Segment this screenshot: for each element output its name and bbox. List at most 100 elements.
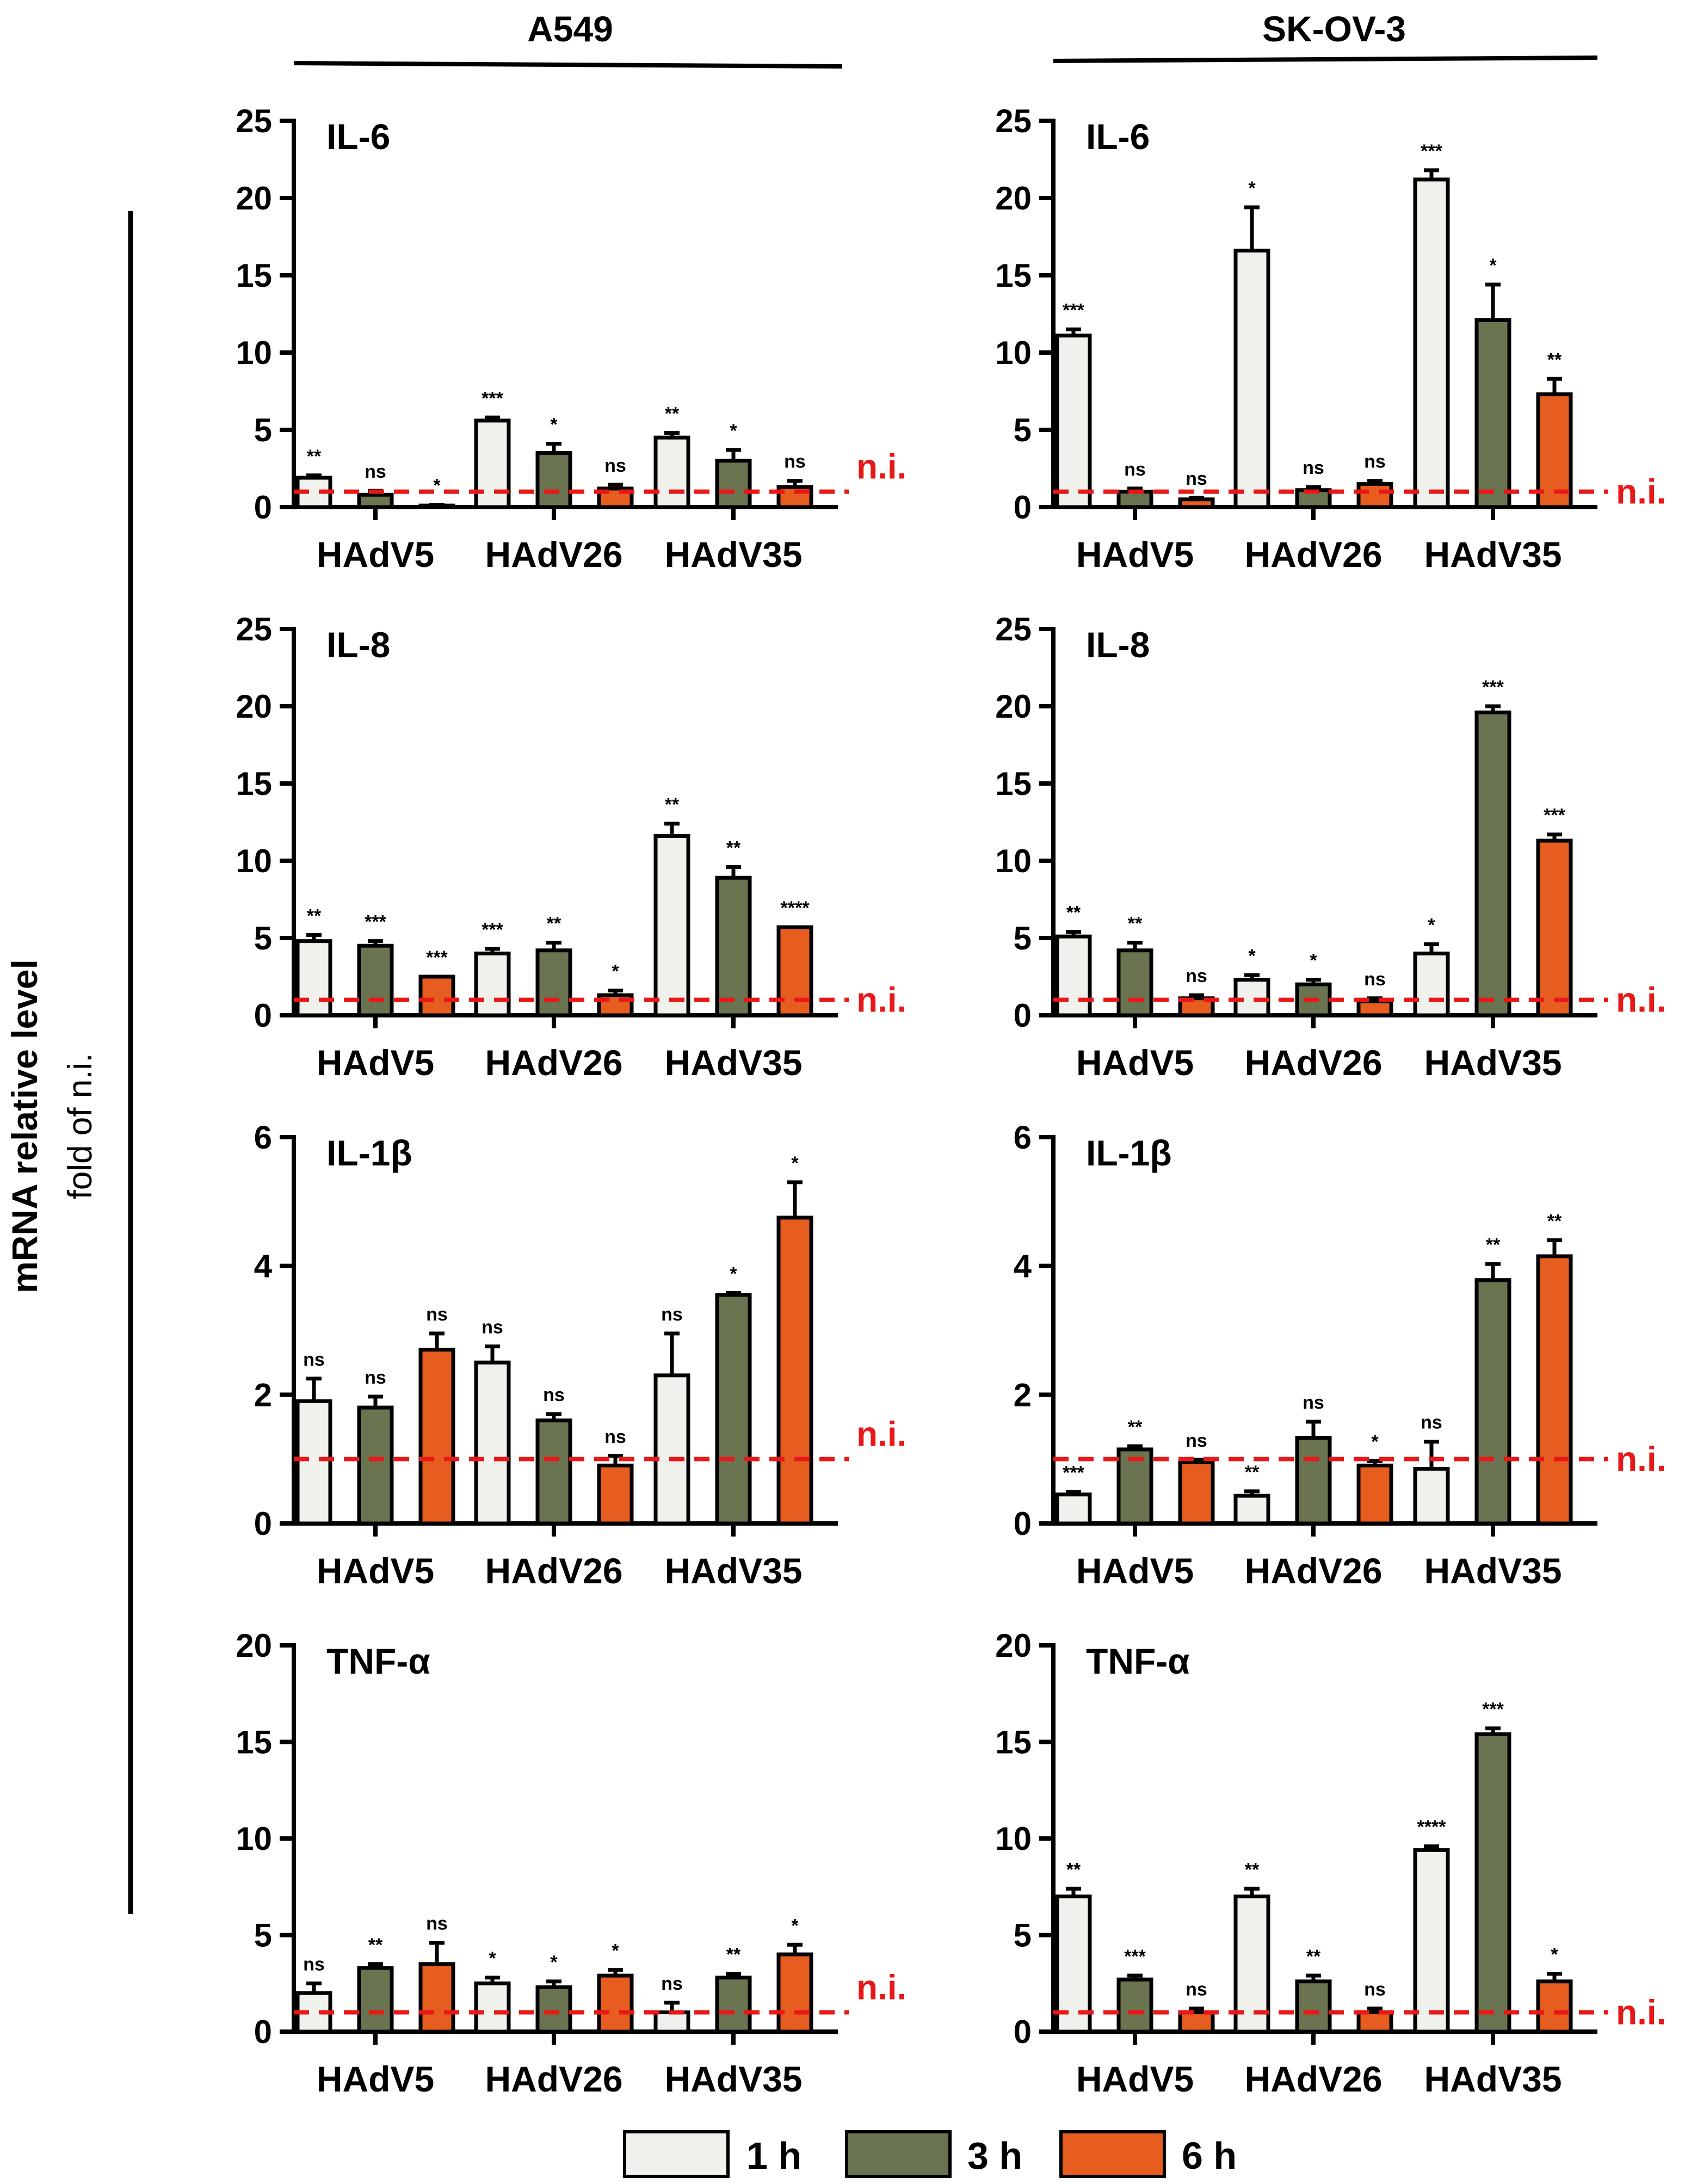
category-label: HAdV5 bbox=[1076, 1042, 1194, 1083]
bar-1h bbox=[653, 834, 690, 1017]
y-tick-label: 0 bbox=[1014, 489, 1032, 526]
bar-3h bbox=[535, 1418, 572, 1526]
significance-label: ns bbox=[1303, 458, 1324, 478]
panel-title: IL-6 bbox=[326, 116, 390, 157]
category-label: HAdV5 bbox=[1076, 2059, 1194, 2099]
significance-label: ns bbox=[1364, 969, 1386, 990]
significance-label: ns bbox=[1303, 1392, 1324, 1413]
significance-label: ns bbox=[482, 1317, 503, 1338]
y-tick-label: 25 bbox=[995, 103, 1032, 139]
category-label: HAdV35 bbox=[1424, 2059, 1562, 2099]
significance-label: ns bbox=[426, 1304, 448, 1325]
significance-label: * bbox=[612, 961, 619, 982]
ni-label: n.i. bbox=[1616, 472, 1666, 511]
bar-1h bbox=[653, 435, 690, 509]
significance-label: ** bbox=[1486, 1235, 1501, 1255]
bar-6h bbox=[418, 974, 455, 1017]
significance-label: *** bbox=[1124, 1946, 1146, 1967]
category-label: HAdV5 bbox=[317, 2059, 434, 2099]
bar-1h bbox=[1413, 1848, 1450, 2034]
significance-label: * bbox=[489, 1948, 496, 1969]
ni-label: n.i. bbox=[856, 980, 906, 1020]
panel-title: IL-6 bbox=[1086, 116, 1150, 157]
bar-6h bbox=[1536, 1979, 1573, 2034]
bar-1h bbox=[653, 2010, 690, 2034]
y-tick-label: 20 bbox=[236, 688, 272, 725]
y-tick-label: 20 bbox=[995, 688, 1032, 725]
significance-label: ** bbox=[547, 914, 561, 934]
significance-label: ** bbox=[1547, 1211, 1562, 1231]
y-tick-label: 15 bbox=[995, 257, 1032, 294]
y-tick-label: 10 bbox=[995, 1821, 1032, 1857]
significance-label: *** bbox=[1482, 1699, 1504, 1720]
significance-label: *** bbox=[1482, 677, 1504, 698]
significance-label: *** bbox=[1544, 805, 1565, 826]
bar-3h bbox=[535, 1985, 572, 2034]
significance-label: ns bbox=[1186, 468, 1207, 489]
significance-label: ns bbox=[303, 1349, 325, 1370]
bar-3h bbox=[1474, 1278, 1511, 1526]
category-label: HAdV35 bbox=[1424, 1042, 1562, 1083]
y-tick-label: 0 bbox=[1014, 1506, 1032, 1542]
bar-6h bbox=[1536, 1254, 1573, 1526]
ni-label: n.i. bbox=[856, 1968, 906, 2007]
significance-label: ** bbox=[307, 905, 322, 926]
panel-title: TNF-α bbox=[1086, 1641, 1190, 1681]
panel-title: IL-8 bbox=[1086, 625, 1150, 665]
y-tick-label: 20 bbox=[236, 1627, 272, 1664]
bar-3h bbox=[357, 943, 394, 1017]
bar-6h bbox=[418, 503, 455, 509]
significance-label: * bbox=[1248, 178, 1256, 199]
legend-swatch-1h bbox=[623, 2130, 730, 2178]
significance-label: ** bbox=[1128, 914, 1143, 934]
significance-label: ns bbox=[661, 1304, 683, 1325]
bar-3h bbox=[357, 492, 394, 509]
significance-label: ** bbox=[368, 1935, 383, 1955]
significance-label: ** bbox=[1066, 903, 1081, 923]
bar-3h bbox=[535, 451, 572, 509]
y-tick-label: 15 bbox=[995, 766, 1032, 802]
bar-6h bbox=[776, 925, 813, 1017]
y-tick-label: 10 bbox=[236, 1821, 272, 1857]
category-label: HAdV35 bbox=[664, 2059, 802, 2099]
significance-label: * bbox=[1371, 1432, 1379, 1452]
significance-label: ns bbox=[604, 1427, 626, 1447]
significance-label: ns bbox=[1186, 1979, 1207, 2000]
bar-3h bbox=[535, 948, 572, 1017]
significance-label: * bbox=[1551, 1945, 1558, 1965]
panel-title: TNF-α bbox=[326, 1641, 430, 1681]
category-label: HAdV5 bbox=[317, 534, 434, 575]
significance-label: ns bbox=[1421, 1412, 1442, 1433]
bar-1h bbox=[474, 418, 511, 509]
bar-3h bbox=[1295, 1436, 1332, 1526]
bar-1h bbox=[1413, 951, 1450, 1017]
y-tick-label: 4 bbox=[1014, 1248, 1032, 1285]
significance-label: ** bbox=[1245, 1859, 1260, 1880]
bar-6h bbox=[1356, 2010, 1393, 2034]
y-tick-label: 5 bbox=[1014, 412, 1032, 448]
y-tick-label: 0 bbox=[254, 2014, 272, 2050]
y-tick-label: 20 bbox=[995, 1627, 1032, 1664]
bar-1h bbox=[1413, 177, 1450, 509]
bar-6h bbox=[1178, 497, 1215, 509]
significance-label: * bbox=[730, 1263, 737, 1284]
bar-6h bbox=[418, 1348, 455, 1526]
y-tick-label: 0 bbox=[254, 997, 272, 1034]
significance-label: *** bbox=[1063, 300, 1084, 320]
bar-6h bbox=[776, 1952, 813, 2034]
category-label: HAdV5 bbox=[1076, 534, 1194, 575]
bar-1h bbox=[295, 939, 332, 1017]
significance-label: * bbox=[433, 476, 441, 496]
y-tick-label: 5 bbox=[1014, 1917, 1032, 1954]
y-tick-label: 0 bbox=[254, 1506, 272, 1542]
significance-label: ** bbox=[1547, 349, 1562, 370]
bar-3h bbox=[1295, 1979, 1332, 2034]
y-tick-label: 25 bbox=[236, 611, 272, 647]
significance-label: * bbox=[1489, 255, 1497, 276]
category-label: HAdV26 bbox=[1244, 1042, 1382, 1083]
